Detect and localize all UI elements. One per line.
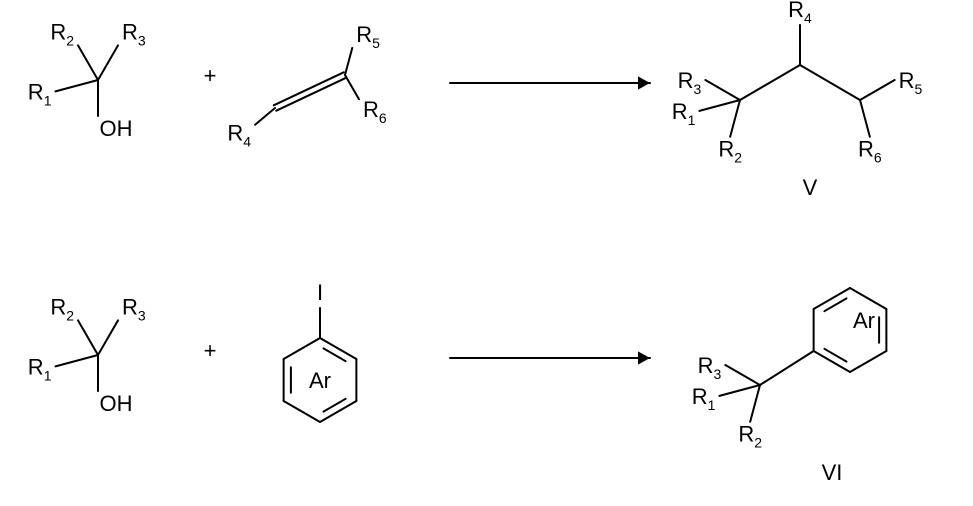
svg-text:Ar: Ar (309, 368, 331, 393)
svg-text:OH: OH (100, 391, 133, 416)
svg-text:R3: R3 (698, 353, 722, 382)
svg-text:R2: R2 (738, 422, 762, 451)
svg-text:R1: R1 (28, 354, 52, 383)
svg-text:R4: R4 (788, 0, 812, 26)
svg-text:R1: R1 (672, 99, 696, 128)
svg-text:V: V (803, 175, 818, 200)
svg-text:R5: R5 (356, 22, 380, 51)
svg-text:R1: R1 (28, 79, 52, 108)
svg-text:R2: R2 (50, 294, 74, 323)
svg-text:R5: R5 (899, 68, 923, 97)
svg-text:VI: VI (822, 460, 843, 485)
svg-text:R1: R1 (692, 384, 716, 413)
svg-text:Ar: Ar (853, 308, 875, 333)
reaction-arrow-1 (450, 76, 650, 89)
reaction-2: R2R3R1OH+IArArR3R1R2VI (28, 280, 887, 485)
alcohol-2: R2 R3 R1 OH (28, 294, 146, 416)
reaction-arrow-2 (450, 351, 650, 364)
svg-text:R3: R3 (678, 68, 702, 97)
svg-text:OH: OH (100, 116, 133, 141)
product-V: R3R1 R2 R4 R5 R6 (672, 0, 923, 166)
svg-text:R4: R4 (227, 121, 251, 150)
alcohol-1: R2 R3 R1 OH (28, 19, 146, 141)
svg-text:R3: R3 (122, 294, 146, 323)
svg-text:R2: R2 (718, 137, 742, 166)
svg-text:+: + (204, 338, 217, 363)
product-VI: Ar R3R1 R2 (692, 288, 887, 451)
svg-text:R3: R3 (122, 19, 146, 48)
reaction-1: R2R3R1OH+R4R5R6R3R1R2R4R5R6V (28, 0, 923, 200)
alkene: R4 R5 R6 (227, 22, 386, 150)
svg-text:R6: R6 (858, 137, 882, 166)
aryl-iodide: I Ar (284, 280, 357, 422)
svg-text:R2: R2 (50, 19, 74, 48)
svg-text:I: I (317, 280, 323, 305)
svg-text:+: + (204, 63, 217, 88)
svg-text:R6: R6 (363, 97, 387, 126)
